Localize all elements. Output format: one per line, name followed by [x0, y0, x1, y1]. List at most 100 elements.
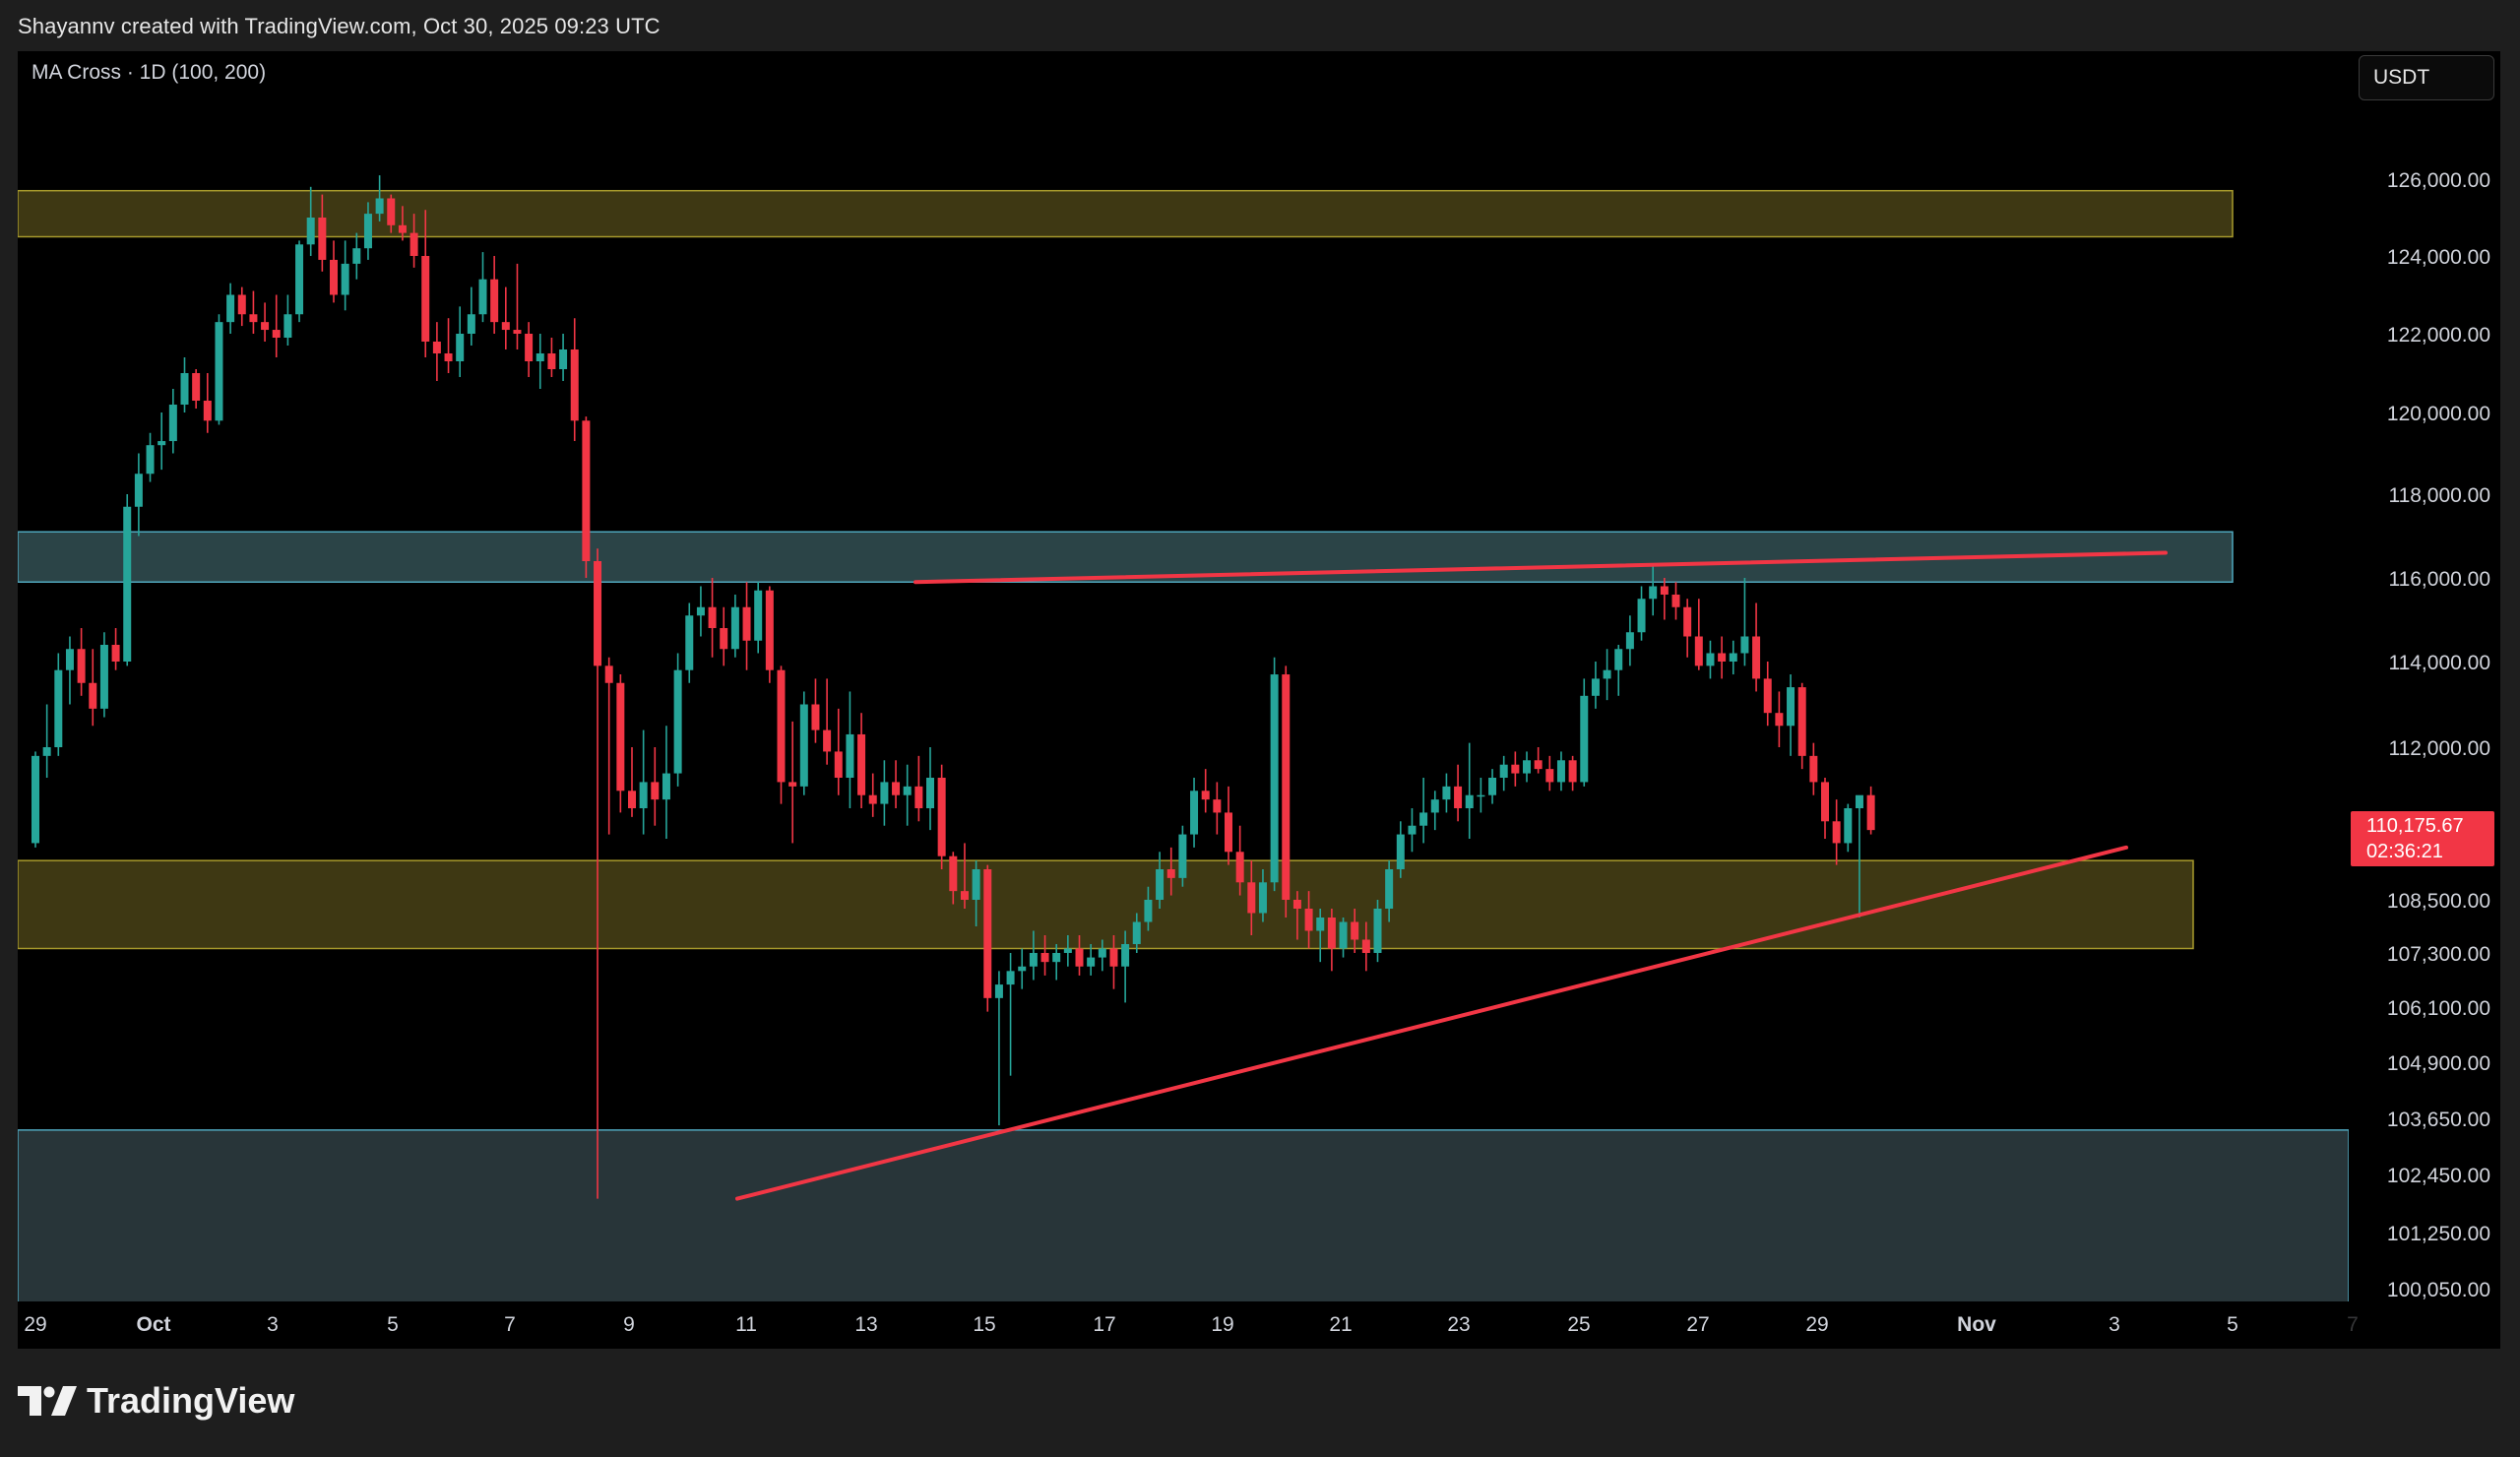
- candle: [1373, 900, 1382, 963]
- candle: [1694, 599, 1703, 670]
- time-axis-label: 5: [387, 1313, 399, 1336]
- candle-body: [628, 791, 636, 808]
- candle: [525, 322, 534, 377]
- candle-body: [1775, 713, 1784, 727]
- candle-body: [1694, 636, 1703, 666]
- candle: [1580, 678, 1589, 787]
- candle: [1316, 909, 1325, 963]
- candle: [375, 175, 384, 222]
- candle: [880, 760, 889, 826]
- candle: [134, 453, 143, 537]
- candle-body: [685, 615, 694, 670]
- candle-body: [914, 786, 923, 808]
- candle: [754, 582, 763, 654]
- candle: [799, 691, 808, 795]
- indicator-legend[interactable]: MA Cross · 1D (100, 200): [32, 61, 267, 84]
- price-axis-label: 101,250.00: [2387, 1223, 2490, 1245]
- candle: [1556, 751, 1565, 792]
- candle-body: [594, 561, 602, 666]
- candle: [432, 322, 441, 381]
- candle-body: [937, 778, 946, 856]
- candle: [203, 373, 212, 433]
- middle-resistance-zone: [18, 531, 2234, 583]
- candle: [937, 764, 946, 869]
- candle-body: [272, 330, 281, 338]
- candle: [1235, 825, 1244, 896]
- candle: [1282, 665, 1291, 918]
- candle: [639, 729, 648, 835]
- candle-body: [1568, 760, 1577, 783]
- candle-body: [994, 984, 1003, 998]
- candle: [788, 721, 797, 844]
- candle: [421, 210, 430, 357]
- candle-body: [398, 224, 407, 233]
- candle: [662, 726, 670, 839]
- candle: [1109, 935, 1118, 989]
- candle-body: [1385, 869, 1394, 909]
- candle: [215, 314, 223, 425]
- candle: [1018, 948, 1027, 989]
- candle: [1855, 794, 1863, 918]
- candle: [708, 578, 717, 658]
- time-axis-label: 9: [623, 1313, 635, 1336]
- candle: [628, 747, 636, 817]
- candle-body: [295, 244, 304, 315]
- candle-body: [1006, 971, 1015, 985]
- candle-body: [823, 729, 832, 752]
- candle-body: [1166, 869, 1175, 878]
- candle: [249, 290, 258, 334]
- candle-body: [525, 334, 534, 361]
- candle-body: [54, 669, 63, 747]
- candle-body: [1465, 794, 1474, 808]
- candle: [306, 186, 315, 256]
- candle: [1499, 755, 1508, 792]
- candlestick-chart[interactable]: 126,000.00 124,000.00 122,000.00 120,000.00…: [18, 51, 2500, 1349]
- candle-body: [284, 314, 292, 338]
- time-axis-label: 3: [267, 1313, 279, 1336]
- candle-body: [89, 682, 97, 709]
- candle-body: [467, 314, 475, 334]
- candle-body: [1671, 595, 1680, 607]
- price-axis-label: 118,000.00: [2388, 484, 2490, 507]
- candle: [1545, 755, 1554, 792]
- candle: [594, 548, 602, 1199]
- tradingview-brand[interactable]: TradingView: [18, 1380, 294, 1422]
- candle-body: [456, 334, 465, 361]
- candle-body: [1098, 948, 1106, 958]
- currency-selector[interactable]: USDT: [2359, 55, 2494, 100]
- candle: [490, 256, 499, 334]
- candle: [158, 412, 166, 471]
- candle: [272, 294, 281, 357]
- candle-body: [363, 214, 372, 249]
- candle-body: [432, 342, 441, 353]
- chart-panel[interactable]: 126,000.00 124,000.00 122,000.00 120,000.00…: [18, 51, 2500, 1349]
- candle: [1442, 773, 1451, 813]
- candle: [1752, 602, 1761, 692]
- candle-body: [1787, 687, 1796, 727]
- candle: [1419, 778, 1428, 844]
- candle-body: [1488, 778, 1497, 795]
- price-axis-label: 126,000.00: [2387, 169, 2490, 192]
- time-axis-label: 17: [1093, 1313, 1115, 1336]
- candle: [730, 595, 739, 658]
- candle-body: [1087, 957, 1096, 967]
- time-axis-label: 19: [1211, 1313, 1233, 1336]
- candle-body: [1866, 794, 1875, 831]
- candle-body: [1361, 939, 1370, 953]
- candle: [111, 628, 120, 670]
- last-price: 110,175.67: [2366, 815, 2464, 837]
- candle: [1201, 769, 1210, 813]
- candle-body: [1144, 900, 1153, 922]
- candle-body: [788, 782, 797, 787]
- candle-body: [42, 747, 51, 756]
- candle-body: [754, 590, 763, 641]
- time-axis-label: 29: [24, 1313, 46, 1336]
- candle: [352, 232, 361, 280]
- candle-body: [811, 704, 820, 730]
- candle: [720, 606, 728, 666]
- candle: [1121, 930, 1130, 1003]
- lower-demand-zone: [18, 1129, 2349, 1301]
- candle-body: [192, 373, 201, 401]
- candle: [444, 318, 453, 373]
- candle: [341, 240, 349, 311]
